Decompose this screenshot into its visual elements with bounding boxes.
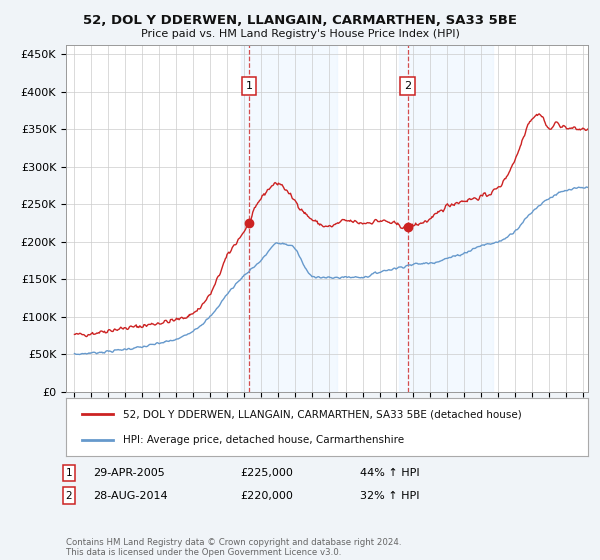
Bar	[400, 45, 493, 392]
Text: 52, DOL Y DDERWEN, LLANGAIN, CARMARTHEN, SA33 5BE: 52, DOL Y DDERWEN, LLANGAIN, CARMARTHEN,…	[83, 14, 517, 27]
Text: Price paid vs. HM Land Registry's House Price Index (HPI): Price paid vs. HM Land Registry's House …	[140, 29, 460, 39]
Text: 2: 2	[404, 81, 412, 91]
Text: HPI: Average price, detached house, Carmarthenshire: HPI: Average price, detached house, Carm…	[124, 435, 404, 445]
Text: £220,000: £220,000	[240, 491, 293, 501]
Text: 1: 1	[245, 81, 253, 91]
Text: 1: 1	[65, 468, 73, 478]
Text: 2: 2	[65, 491, 73, 501]
Text: 52, DOL Y DDERWEN, LLANGAIN, CARMARTHEN, SA33 5BE (detached house): 52, DOL Y DDERWEN, LLANGAIN, CARMARTHEN,…	[124, 409, 522, 419]
Bar	[241, 45, 337, 392]
Text: 44% ↑ HPI: 44% ↑ HPI	[360, 468, 419, 478]
Text: 28-AUG-2014: 28-AUG-2014	[93, 491, 167, 501]
Text: Contains HM Land Registry data © Crown copyright and database right 2024.
This d: Contains HM Land Registry data © Crown c…	[66, 538, 401, 557]
Text: 29-APR-2005: 29-APR-2005	[93, 468, 165, 478]
Text: £225,000: £225,000	[240, 468, 293, 478]
Text: 32% ↑ HPI: 32% ↑ HPI	[360, 491, 419, 501]
